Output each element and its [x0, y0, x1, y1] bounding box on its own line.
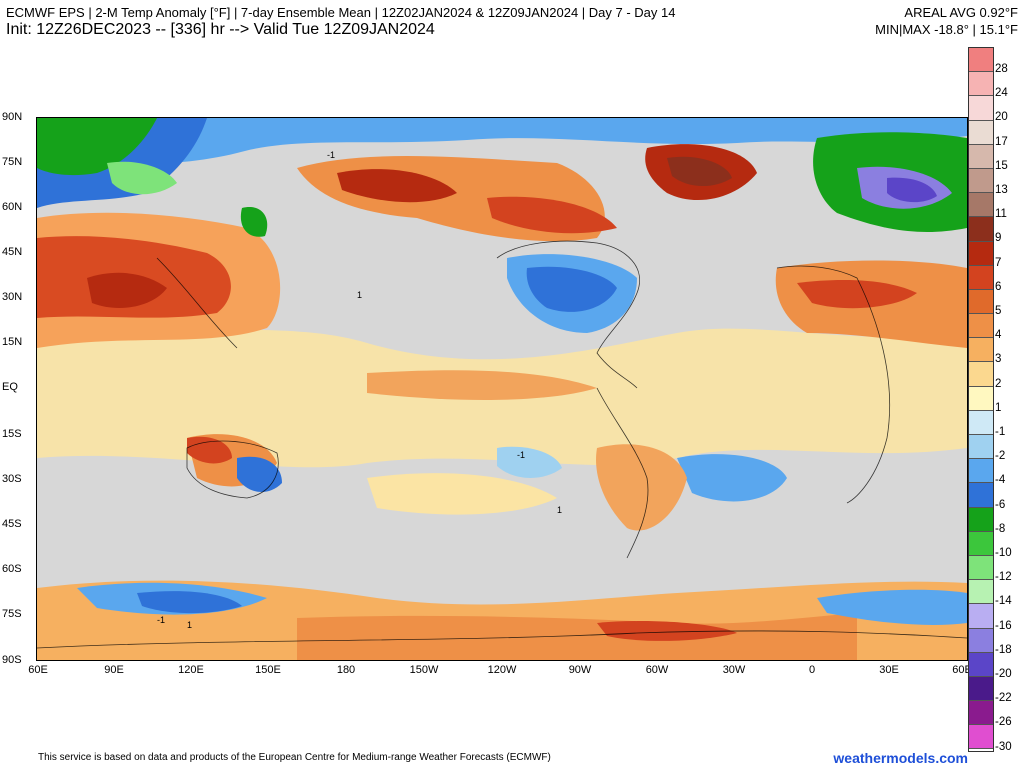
- lon-label-120e: 120E: [178, 664, 204, 676]
- lon-label-60e: 60E: [28, 664, 48, 676]
- color-legend-label: -20: [995, 668, 1012, 680]
- lat-label-15n: 15N: [2, 336, 23, 348]
- color-legend-swatch: [969, 676, 993, 702]
- anomaly-map-canvas: -1 1 -1 1 -1 1: [37, 118, 967, 660]
- color-legend-swatch: [969, 265, 993, 290]
- color-legend-swatch: [969, 48, 993, 73]
- color-legend-swatch: [969, 410, 993, 435]
- contour-label: 1: [187, 620, 192, 630]
- color-legend: [968, 47, 994, 752]
- lat-label-eq: EQ: [2, 381, 18, 393]
- color-legend-swatch: [969, 314, 993, 339]
- lon-label-150w: 150W: [409, 664, 439, 676]
- color-legend-swatch: [969, 386, 993, 411]
- color-legend-swatch: [969, 435, 993, 460]
- lon-label-120w: 120W: [487, 664, 517, 676]
- lon-label-60w: 60W: [645, 664, 669, 676]
- color-legend-label: 2: [995, 377, 1002, 390]
- color-legend-label: 11: [995, 208, 1007, 221]
- lon-label-30w: 30W: [722, 664, 746, 676]
- color-legend-label: -6: [995, 498, 1006, 511]
- color-legend-label: 28: [995, 63, 1008, 75]
- contour-label: -1: [517, 450, 525, 460]
- areal-average: AREAL AVG 0.92°F: [904, 5, 1018, 20]
- lat-label-60n: 60N: [2, 201, 23, 213]
- lat-label-45s: 45S: [2, 518, 22, 530]
- color-legend-swatch: [969, 120, 993, 145]
- color-legend-label: 17: [995, 135, 1008, 148]
- color-legend-label: -8: [995, 522, 1006, 535]
- color-legend-swatch: [969, 628, 993, 653]
- color-legend-swatch: [969, 217, 993, 242]
- color-legend-label: 7: [995, 256, 1002, 269]
- color-legend-label: -12: [995, 571, 1012, 584]
- lon-label-150e: 150E: [255, 664, 281, 676]
- map-title: ECMWF EPS | 2-M Temp Anomaly [°F] | 7-da…: [6, 5, 676, 20]
- color-legend-swatch: [969, 459, 993, 484]
- color-legend-swatch: [969, 241, 993, 266]
- color-legend-label: 15: [995, 159, 1008, 172]
- init-valid-time: Init: 12Z26DEC2023 -- [336] hr --> Valid…: [6, 21, 435, 38]
- contour-label: -1: [157, 615, 165, 625]
- color-legend-swatch: [969, 725, 993, 750]
- color-legend-label: -2: [995, 450, 1006, 463]
- color-legend-label: 9: [995, 232, 1002, 245]
- contour-label: 1: [557, 505, 562, 515]
- lon-label-90w: 90W: [568, 664, 592, 676]
- color-legend-label: 3: [995, 353, 1002, 366]
- lon-label-90e: 90E: [104, 664, 124, 676]
- site-link[interactable]: weathermodels.com: [833, 750, 968, 766]
- lat-label-90s: 90S: [2, 654, 22, 666]
- color-legend-swatch: [969, 193, 993, 218]
- color-legend-label: 4: [995, 329, 1002, 342]
- color-legend-label: -4: [995, 474, 1006, 487]
- color-legend-label: -16: [995, 619, 1012, 632]
- color-legend-label: -1: [995, 426, 1006, 438]
- contour-label: 1: [357, 290, 362, 300]
- ecmwf-attribution: This service is based on data and produc…: [38, 752, 551, 763]
- color-legend-swatch: [969, 338, 993, 363]
- lon-label-180: 180: [336, 664, 356, 676]
- color-legend-swatch: [969, 362, 993, 387]
- color-legend-label: -14: [995, 595, 1012, 608]
- color-legend-swatch: [969, 289, 993, 315]
- anomaly-map[interactable]: -1 1 -1 1 -1 1: [36, 117, 968, 661]
- lat-label-30n: 30N: [2, 291, 23, 303]
- lat-label-90n: 90N: [2, 111, 23, 123]
- color-legend-swatch: [969, 652, 993, 677]
- color-legend-swatch: [969, 483, 993, 508]
- color-legend-label: 24: [995, 87, 1008, 100]
- lon-label-60e-right: 60E: [952, 664, 972, 676]
- color-legend-swatch: [969, 168, 993, 194]
- lon-label-30e: 30E: [879, 664, 899, 676]
- color-legend-label: 20: [995, 111, 1008, 124]
- color-legend-label: 5: [995, 305, 1002, 317]
- color-legend-swatch: [969, 72, 993, 97]
- color-legend-swatch: [969, 604, 993, 629]
- lat-label-45n: 45N: [2, 246, 23, 258]
- color-legend-swatch: [969, 701, 993, 726]
- lat-label-75n: 75N: [2, 156, 23, 168]
- lat-label-75s: 75S: [2, 608, 22, 620]
- color-legend-label: -10: [995, 547, 1012, 559]
- color-legend-label: -30: [995, 740, 1012, 753]
- lat-label-30s: 30S: [2, 473, 22, 485]
- color-legend-swatch: [969, 507, 993, 532]
- contour-label: -1: [327, 150, 335, 160]
- lon-label-0: 0: [808, 664, 816, 676]
- color-legend-swatch: [969, 555, 993, 581]
- lat-label-60s: 60S: [2, 563, 22, 575]
- color-legend-label: 1: [995, 401, 1002, 414]
- color-legend-label: -22: [995, 692, 1012, 705]
- color-legend-label: 13: [995, 184, 1008, 196]
- color-legend-label: 6: [995, 280, 1002, 293]
- lat-label-15s: 15S: [2, 428, 22, 440]
- min-max-values: MIN|MAX -18.8° | 15.1°F: [875, 22, 1018, 37]
- color-legend-swatch: [969, 96, 993, 121]
- color-legend-swatch: [969, 531, 993, 556]
- color-legend-label: -26: [995, 716, 1012, 729]
- color-legend-swatch: [969, 580, 993, 605]
- color-legend-swatch: [969, 144, 993, 169]
- color-legend-label: -18: [995, 643, 1012, 656]
